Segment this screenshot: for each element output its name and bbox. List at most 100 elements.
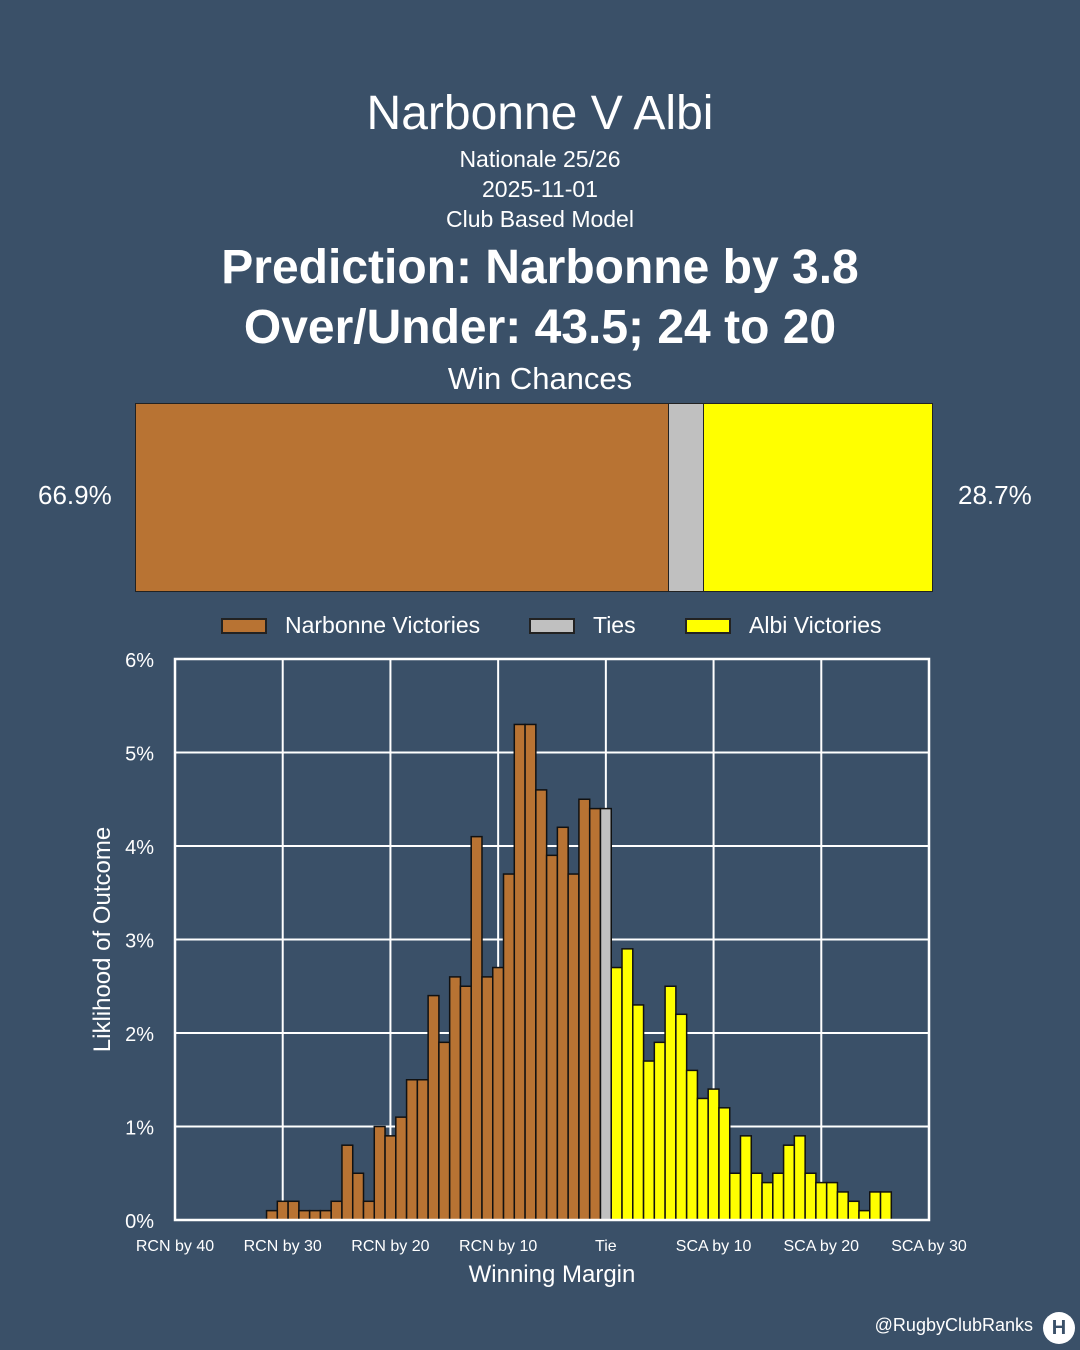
- histogram-bar: [739, 1135, 753, 1221]
- x-tick-label: RCN by 40: [136, 1238, 214, 1255]
- away-win-segment: [703, 404, 932, 591]
- histogram-bar: [632, 1004, 645, 1221]
- margin-histogram: 0% 1% 2% 3% 4% 5% 6% RCN by 40 RCN by 30 RCN by 2…: [89, 650, 967, 1288]
- legend: Narbonne Victories Ties Albi Victories: [0, 612, 1080, 642]
- histogram-bar: [588, 807, 602, 1221]
- histogram-bar: [675, 1013, 688, 1221]
- histogram-bar: [879, 1191, 893, 1221]
- y-tick-label: 3%: [125, 931, 154, 953]
- x-tick-label: SCA by 30: [891, 1238, 967, 1255]
- histogram-bar: [858, 1209, 871, 1221]
- histogram-bar: [567, 873, 580, 1221]
- histogram-bar: [610, 966, 623, 1221]
- histogram-bar: [265, 1209, 279, 1221]
- legend-item-tie: Ties: [529, 612, 636, 639]
- model-label: Club Based Model: [446, 206, 634, 232]
- x-tick-label: SCA by 10: [676, 1238, 752, 1255]
- over-under-text: Over/Under: 43.5; 24 to 20: [243, 301, 837, 354]
- histogram-bar: [535, 789, 548, 1221]
- tie-segment: [668, 404, 704, 591]
- legend-label-home: Narbonne Victories: [285, 612, 481, 638]
- histogram-bar: [556, 826, 569, 1221]
- legend-swatch-tie: [529, 617, 575, 634]
- histogram-bar: [707, 1088, 720, 1221]
- legend-swatch-away: [685, 617, 731, 634]
- histogram-bar: [696, 1097, 709, 1221]
- legend-item-home: Narbonne Victories: [221, 612, 480, 639]
- date-label: 2025-11-01: [482, 176, 598, 202]
- y-tick-label: 0%: [125, 1211, 154, 1233]
- histogram-bar: [847, 1200, 860, 1221]
- home-win-segment: [136, 404, 669, 591]
- legend-item-away: Albi Victories: [685, 612, 882, 639]
- histogram-bar: [772, 1172, 785, 1221]
- histogram-bar: [804, 1172, 817, 1221]
- histogram-bar: [621, 948, 634, 1221]
- histogram-bar: [836, 1191, 849, 1221]
- x-tick-label: Tie: [595, 1238, 617, 1255]
- histogram-bar: [750, 1172, 763, 1221]
- histogram-bar: [427, 994, 440, 1221]
- away-win-percent: 28.7%: [958, 480, 1032, 510]
- y-tick-label: 5%: [125, 744, 154, 766]
- histogram-bar: [341, 1144, 354, 1221]
- brand-logo-icon: H: [1043, 1312, 1075, 1344]
- histogram-bar: [459, 985, 472, 1221]
- histogram-bar: [685, 1069, 699, 1221]
- x-axis-label: Winning Margin: [469, 1261, 636, 1288]
- histogram-bar: [513, 723, 526, 1221]
- histogram-bar: [728, 1172, 742, 1221]
- histogram-bar: [470, 835, 483, 1221]
- watermark-handle: @RugbyClubRanks: [874, 1315, 1033, 1335]
- prediction-text: Prediction: Narbonne by 3.8: [221, 241, 859, 294]
- histogram-bar: [718, 1107, 731, 1221]
- histogram-bar: [362, 1200, 376, 1221]
- histogram-bar: [298, 1209, 311, 1221]
- y-tick-label: 1%: [125, 1118, 154, 1140]
- histogram-bar: [815, 1181, 828, 1221]
- histogram-bar: [373, 1125, 386, 1221]
- chart-title: Narbonne V Albi: [366, 87, 714, 140]
- histogram-bar: [825, 1181, 839, 1221]
- histogram-bar: [481, 976, 494, 1221]
- histogram-bar: [438, 1041, 451, 1221]
- histogram-bar: [395, 1116, 408, 1221]
- win-chances-title: Win Chances: [447, 361, 633, 396]
- histogram-bar: [545, 854, 559, 1221]
- histogram-bar: [287, 1200, 300, 1221]
- plot-frame: [173, 657, 931, 1222]
- histogram-bar: [276, 1200, 289, 1221]
- x-tick-label: RCN by 10: [459, 1238, 537, 1255]
- histogram-bar: [869, 1191, 882, 1221]
- histogram-bar: [319, 1209, 332, 1221]
- histogram-bar: [351, 1172, 365, 1221]
- x-tick-label: RCN by 30: [244, 1238, 322, 1255]
- histogram-bar: [405, 1079, 419, 1221]
- x-tick-label: RCN by 20: [351, 1238, 429, 1255]
- y-tick-label: 4%: [125, 837, 154, 859]
- histogram-bar: [308, 1209, 322, 1221]
- histogram-bar: [599, 807, 612, 1221]
- x-tick-label: SCA by 20: [783, 1238, 859, 1255]
- histogram-bar: [642, 1060, 656, 1221]
- legend-swatch-home: [221, 617, 267, 634]
- histogram-bar: [492, 966, 505, 1221]
- y-tick-label: 2%: [125, 1024, 154, 1046]
- histogram-bar: [502, 873, 516, 1221]
- histogram-bar: [384, 1135, 397, 1221]
- histogram-bar: [524, 723, 537, 1221]
- histogram-bar: [761, 1181, 774, 1221]
- legend-label-away: Albi Victories: [749, 612, 882, 638]
- histogram-bar: [448, 976, 462, 1221]
- histogram-bar: [653, 1041, 666, 1221]
- histogram-bar: [664, 985, 677, 1221]
- y-tick-label: 6%: [125, 650, 154, 672]
- histogram-bar: [416, 1079, 429, 1221]
- histogram-bar: [578, 798, 591, 1221]
- histogram-bar: [330, 1200, 343, 1221]
- y-axis-label: Liklihood of Outcome: [89, 827, 116, 1052]
- legend-label-tie: Ties: [593, 612, 636, 638]
- competition-label: Nationale 25/26: [459, 146, 621, 172]
- histogram-bar: [782, 1144, 796, 1221]
- win-chances-bar: [135, 403, 933, 592]
